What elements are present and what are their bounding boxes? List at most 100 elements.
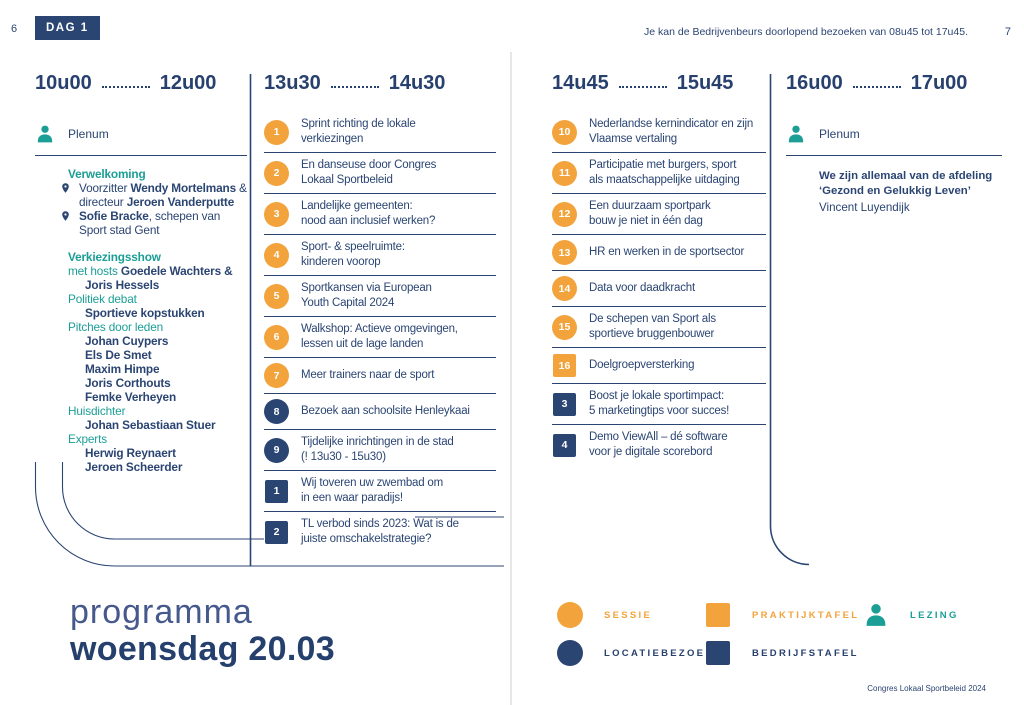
- text-run: Wendy Mortelmans: [130, 181, 237, 195]
- speaker-name: Johan Cuypers: [85, 334, 169, 348]
- text-run: Jeroen Vanderputte: [126, 195, 235, 209]
- program-item: 1 Sprint richting de lokale verkiezingen: [264, 112, 496, 153]
- legend-label: LOCATIEBEZOEK: [604, 647, 715, 659]
- text-run: Sofie Bracke: [79, 209, 149, 223]
- legend-item-sessie: SESSIE: [557, 601, 652, 629]
- item-title: Wij toveren uw zwembad om in een waar pa…: [301, 477, 443, 504]
- program-item: 4 Demo ViewAll – dé software voor je digi…: [552, 425, 766, 465]
- section-heading: Huisdichter: [68, 404, 126, 418]
- text-run: met hosts: [68, 264, 121, 278]
- program-item: 11 Participatie met burgers, sport als ma…: [552, 153, 766, 194]
- speaker-entry: Sofie Bracke, schepen van Sport stad Gen…: [60, 209, 247, 237]
- speaker-name: Johan Sebastiaan Stuer: [85, 418, 216, 432]
- item-number-badge: 3: [553, 392, 576, 416]
- header-note: Je kan de Bedrijvenbeurs doorlopend bezo…: [644, 26, 968, 38]
- program-item: 6 Walkshop: Actieve omgevingen, lessen ui…: [264, 317, 496, 358]
- item-title: Boost je lokale sportimpact: 5 marketing…: [589, 390, 730, 417]
- dotted-leader: [101, 85, 150, 88]
- square-marker-orange: [706, 603, 730, 627]
- speaker-name: Maxim Himpe: [85, 362, 160, 376]
- section-heading: Verwelkoming: [68, 167, 146, 181]
- time-header: 10u00 12u00: [35, 72, 247, 95]
- legend-label: SESSIE: [604, 609, 653, 621]
- item-number-badge: 10: [552, 119, 577, 145]
- item-title: Doelgroepversterking: [589, 359, 695, 371]
- plenum-label: Plenum: [68, 127, 109, 141]
- column-16u00-17u00: 16u00 17u00 Plenum We zijn allemaal van …: [786, 72, 1002, 215]
- section-heading: Politiek debat: [68, 292, 137, 306]
- page-number-left: 6: [11, 23, 18, 35]
- item-number-badge: 6: [264, 324, 289, 350]
- person-icon: [37, 125, 53, 143]
- section-heading: Experts: [68, 432, 107, 446]
- time-start: 13u30: [264, 72, 321, 94]
- location-pin-icon: [62, 183, 69, 193]
- item-title: HR en werken in de sportsector: [589, 246, 745, 258]
- spacer: [68, 237, 247, 250]
- program-title-light: programma: [70, 593, 253, 631]
- program-item: 2 TL verbod sinds 2023: Wat is de juiste …: [264, 512, 496, 552]
- circle-marker-orange: [557, 602, 583, 628]
- session-list: 1 Sprint richting de lokale verkiezingen 2…: [264, 112, 496, 552]
- talk-title: We zijn allemaal van de afdeling ‘Gezond…: [819, 170, 993, 197]
- item-title: Sprint richting de lokale verkiezingen: [301, 118, 416, 145]
- square-marker-navy: [706, 641, 730, 665]
- legend: SESSIE PRAKTIJKTAFEL LEZING LOCATIEBEZOEK BE…: [557, 601, 1007, 671]
- dotted-leader: [618, 85, 667, 88]
- time-end: 17u00: [910, 72, 968, 94]
- time-header: 16u00 17u00: [786, 72, 1002, 95]
- time-end: 12u00: [159, 72, 217, 94]
- item-number-badge: 14: [552, 276, 577, 301]
- column-13u30-14u30: 13u30 14u30 1 Sprint richting de lokale v…: [264, 72, 496, 552]
- legend-row: SESSIE PRAKTIJKTAFEL LEZING: [557, 601, 1007, 639]
- person-icon: [866, 604, 886, 626]
- program-item: 12 Een duurzaam sportpark bouw je niet in…: [552, 194, 766, 235]
- program-item: 8 Bezoek aan schoolsite Henleykaai: [264, 394, 496, 430]
- program-item: 4 Sport- & speelruimte: kinderen voorop: [264, 235, 496, 276]
- section-heading: Verkiezingsshow: [68, 250, 161, 264]
- item-title: Landelijke gemeenten: nood aan inclusief…: [301, 200, 436, 227]
- speaker-name: Sportieve kopstukken: [85, 306, 205, 320]
- speaker-name: Joris Corthouts: [85, 376, 171, 390]
- text-run: , schepen van Sport stad Gent: [79, 209, 221, 237]
- speaker-entry-text: Voorzitter Wendy Mortelmans & directeur …: [79, 181, 247, 209]
- person-icon: [788, 125, 804, 143]
- program-item: 3 Boost je lokale sportimpact: 5 marketin…: [552, 384, 766, 425]
- talk-speaker: Vincent Luyendijk: [819, 201, 910, 214]
- item-number-badge: 2: [265, 520, 288, 544]
- time-start: 16u00: [786, 72, 843, 94]
- speaker-name: Jeroen Scheerder: [85, 460, 183, 474]
- circle-marker-navy: [557, 640, 583, 666]
- program-title-date: woensdag 20.03: [70, 630, 335, 668]
- program-item: 14 Data voor daadkracht: [552, 271, 766, 307]
- time-start: 14u45: [552, 72, 609, 94]
- item-title: Sportkansen via European Youth Capital 2…: [301, 282, 432, 309]
- dotted-leader: [330, 85, 379, 88]
- column-14u45-15u45: 14u45 15u45 10 Nederlandse kernindicator …: [552, 72, 766, 465]
- speaker-entry-text: Sofie Bracke, schepen van Sport stad Gen…: [79, 209, 247, 237]
- item-title: Walkshop: Actieve omgevingen, lessen uit…: [301, 323, 458, 350]
- speaker-name: Femke Verheyen: [85, 390, 177, 404]
- text-run: Voorzitter: [79, 181, 131, 195]
- plenum-program-list: Verwelkoming Voorzitter Wendy Mortelmans …: [62, 167, 247, 474]
- time-end: 14u30: [388, 72, 446, 94]
- time-start: 10u00: [35, 72, 92, 94]
- program-item: 7 Meer trainers naar de sport: [264, 358, 496, 394]
- dotted-leader: [852, 85, 901, 88]
- location-pin-icon: [62, 211, 69, 221]
- legend-label: PRAKTIJKTAFEL: [752, 609, 860, 621]
- column-10u00-12u00: 10u00 12u00 Plenum Verwelkoming Voorzitte…: [35, 72, 247, 474]
- plenum-header: Plenum: [35, 124, 247, 156]
- item-number-badge: 9: [264, 437, 289, 463]
- program-item: 16 Doelgroepversterking: [552, 348, 766, 384]
- item-title: Sport- & speelruimte: kinderen voorop: [301, 241, 405, 268]
- item-title: Een duurzaam sportpark bouw je niet in é…: [589, 200, 711, 227]
- section-heading: Pitches door leden: [68, 320, 164, 334]
- legend-label: BEDRIJFSTAFEL: [752, 647, 859, 659]
- day-badge: DAG 1: [35, 16, 100, 40]
- speaker-entry: Voorzitter Wendy Mortelmans & directeur …: [60, 181, 247, 209]
- text-run: Goedele Wachters & Joris Hessels: [85, 264, 233, 292]
- item-number-badge: 4: [553, 433, 576, 457]
- item-title: Tijdelijke inrichtingen in de stad (! 13…: [301, 436, 454, 463]
